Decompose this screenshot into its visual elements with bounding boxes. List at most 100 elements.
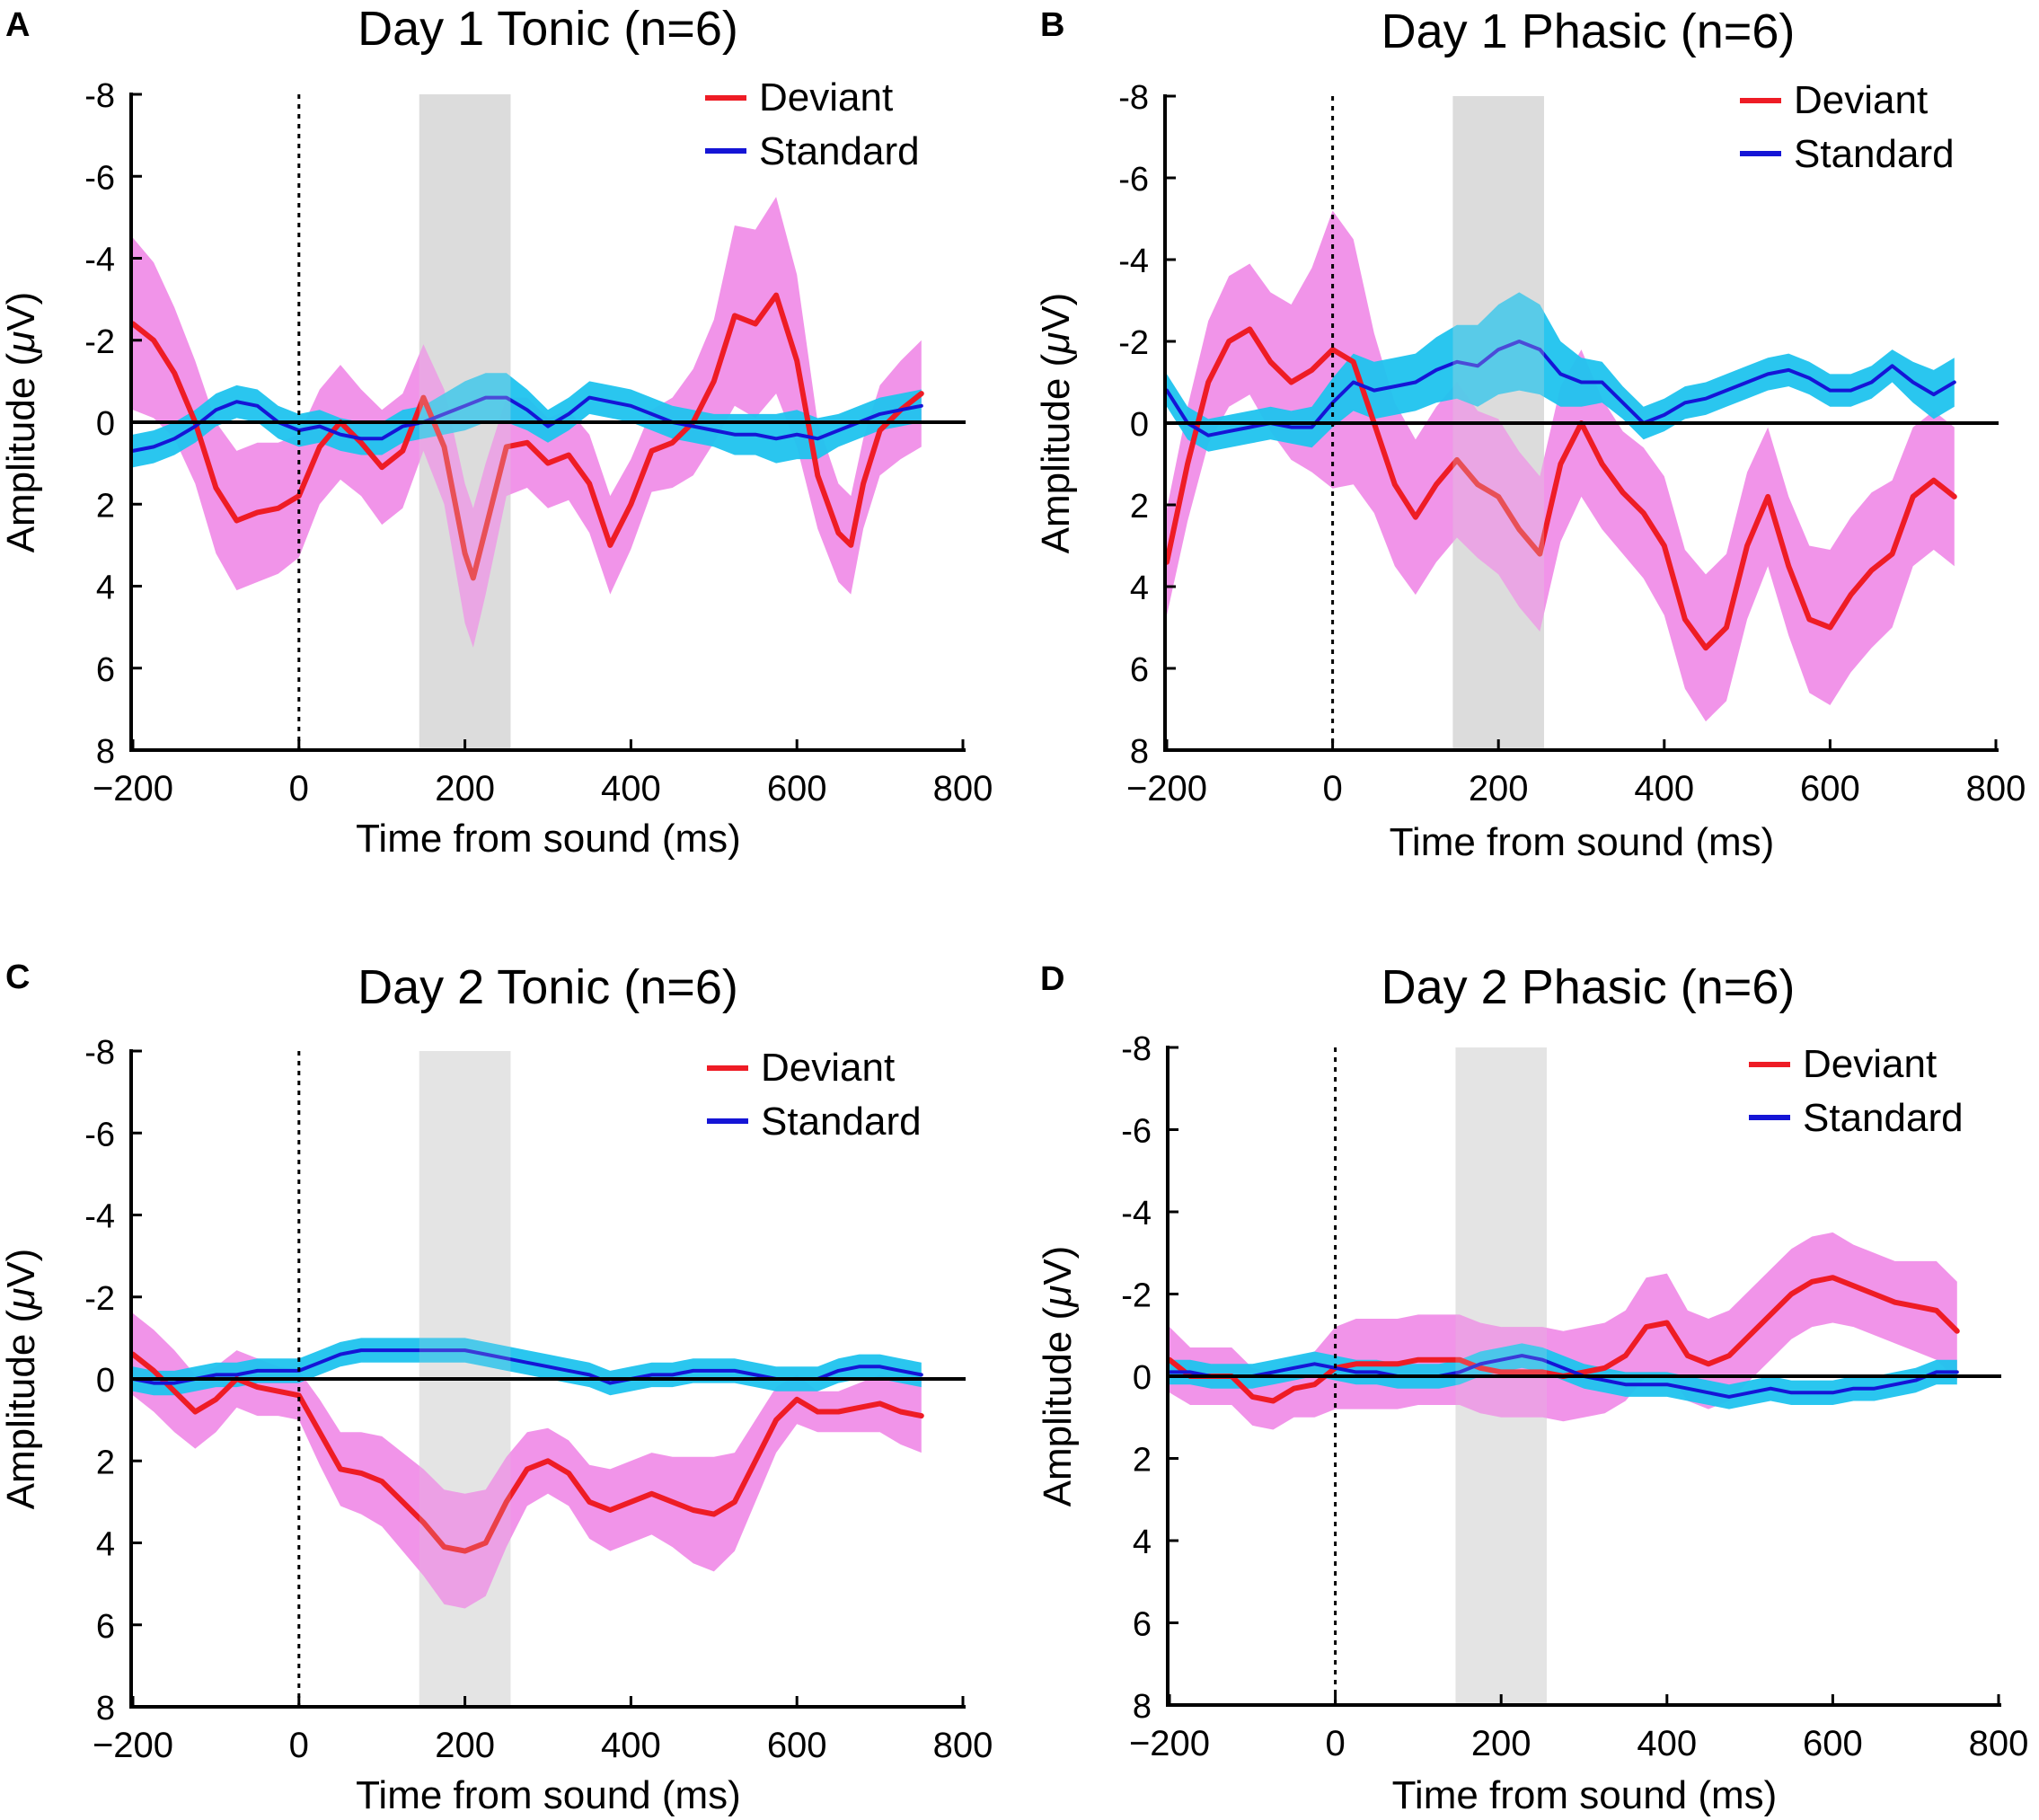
panel-label: D	[1040, 960, 1064, 998]
y-tick-label: 0	[96, 405, 115, 443]
x-tick-label: 600	[767, 1726, 827, 1765]
deviant-line	[130, 1351, 924, 1554]
y-tick-label: -8	[1118, 79, 1149, 117]
y-tick-label: 6	[1133, 1606, 1152, 1644]
y-tick-label: 0	[96, 1362, 115, 1400]
x-tick-label: −200	[1129, 1724, 1210, 1763]
y-tick-label: -8	[84, 1034, 115, 1072]
y-tick-label: 0	[1133, 1359, 1152, 1397]
x-tick-label: 0	[1325, 1724, 1345, 1763]
y-axis-label: Amplitude (μV)	[0, 1249, 43, 1510]
y-tick-label: -2	[84, 1280, 115, 1318]
y-axis-label-suffix: V)	[1036, 1246, 1080, 1285]
x-tick-label: −200	[1126, 769, 1207, 808]
chart-title: Day 1 Tonic (n=6)	[357, 2, 738, 56]
y-tick-label: -4	[84, 1198, 115, 1236]
y-axis-label: Amplitude (μV)	[1036, 1246, 1080, 1507]
panel-d: D Day 2 Phasic (n=6) -8 -6 -4 -2 0 2 4 6 8−200 0 200…	[1036, 960, 2028, 1817]
y-tick-label: -4	[1121, 1195, 1152, 1232]
y-tick-label: -4	[84, 242, 115, 279]
legend-standard-label: Standard	[1803, 1096, 1964, 1140]
y-tick-label: -6	[84, 159, 115, 197]
standard-line	[1168, 1354, 1959, 1399]
legend: Deviant Standard	[707, 1046, 922, 1144]
y-axis-label-prefix: Amplitude (	[0, 352, 43, 552]
y-tick-label: 2	[96, 1444, 115, 1481]
y-axis-label-mu: μ	[1036, 1285, 1080, 1308]
y-axis-label-mu: μ	[0, 1288, 43, 1311]
panel-c: C Day 2 Tonic (n=6) -8 -6 -4 -2 0 2 4 6 8−200 0 200 4…	[0, 959, 993, 1817]
y-axis-label-suffix: V)	[0, 292, 43, 331]
y-tick-label: -6	[84, 1116, 115, 1153]
standard-line	[1165, 340, 1956, 437]
y-tick-label: -8	[1121, 1030, 1152, 1068]
chart-title: Day 2 Tonic (n=6)	[357, 960, 738, 1014]
x-tick-label: 400	[601, 1726, 661, 1765]
x-tick-label: 400	[1637, 1724, 1697, 1763]
x-tick-label: 600	[767, 769, 827, 808]
legend: Deviant Standard	[1749, 1042, 1964, 1140]
y-axis-label: Amplitude (μV)	[1034, 293, 1078, 554]
y-axis-label-mu: μ	[1034, 332, 1078, 355]
y-tick-label: 8	[96, 1690, 115, 1727]
y-tick-label: 2	[1130, 488, 1149, 526]
chart-title: Day 1 Phasic (n=6)	[1381, 4, 1796, 58]
y-tick-label: 0	[1130, 406, 1149, 444]
y-tick-label: 6	[96, 651, 115, 689]
y-tick-label: -4	[1118, 243, 1149, 280]
y-tick-label: 8	[1130, 733, 1149, 771]
y-tick-label: -6	[1121, 1113, 1152, 1151]
deviant-error-band	[133, 1313, 922, 1609]
x-tick-label: 400	[1634, 769, 1694, 808]
panel-label: C	[5, 959, 30, 996]
x-tick-label: 800	[1966, 769, 2026, 808]
y-tick-label: -2	[84, 323, 115, 361]
x-tick-label: −200	[93, 769, 173, 808]
standard-line	[131, 395, 923, 453]
x-tick-label: 800	[933, 1726, 993, 1765]
x-tick-label: 200	[1471, 1724, 1531, 1763]
y-tick-label: 4	[1133, 1524, 1152, 1561]
legend: Deviant Standard	[1740, 78, 1955, 176]
y-tick-label: -2	[1118, 324, 1149, 362]
y-axis-label-suffix: V)	[0, 1249, 43, 1288]
x-tick-label: 200	[435, 1726, 495, 1765]
x-axis-label: Time from sound (ms)	[1392, 1773, 1778, 1817]
x-tick-label: 800	[1969, 1724, 2029, 1763]
x-axis-label: Time from sound (ms)	[356, 1773, 741, 1817]
y-axis-label-prefix: Amplitude (	[0, 1309, 43, 1509]
y-tick-label: -6	[1118, 161, 1149, 199]
y-tick-label: 6	[96, 1608, 115, 1646]
legend-deviant-label: Deviant	[761, 1046, 895, 1090]
panel-label: A	[5, 6, 30, 44]
deviant-line	[130, 292, 924, 581]
y-axis-label-prefix: Amplitude (	[1036, 1306, 1080, 1506]
panel-a: A Day 1 Tonic (n=6) -8 -6 -4 -2 0 2 4 6 8−200 0 200 4…	[0, 2, 993, 861]
y-axis-label-mu: μ	[0, 331, 43, 354]
x-tick-label: 400	[601, 769, 661, 808]
y-tick-label: 4	[96, 570, 115, 607]
legend-deviant-label: Deviant	[1794, 78, 1928, 122]
y-axis-label-suffix: V)	[1034, 293, 1078, 332]
y-tick-label: -2	[1121, 1277, 1152, 1315]
standard-error-band	[133, 1338, 922, 1396]
x-axis-label: Time from sound (ms)	[356, 817, 741, 861]
legend-deviant-label: Deviant	[759, 75, 893, 119]
x-tick-label: 0	[289, 1726, 309, 1765]
x-tick-label: 800	[933, 769, 993, 808]
x-tick-label: 200	[1469, 769, 1529, 808]
y-axis-label-prefix: Amplitude (	[1034, 353, 1078, 553]
legend-standard-label: Standard	[761, 1100, 922, 1144]
panel-label: B	[1040, 6, 1064, 44]
y-axis-label: Amplitude (μV)	[0, 292, 43, 553]
y-tick-label: 6	[1130, 651, 1149, 689]
y-tick-label: 4	[1130, 570, 1149, 607]
y-tick-label: 8	[96, 733, 115, 771]
legend: Deviant Standard	[705, 75, 920, 173]
y-tick-label: 4	[96, 1526, 115, 1564]
y-tick-label: 2	[96, 487, 115, 525]
x-tick-label: 600	[1803, 1724, 1863, 1763]
y-tick-label: 2	[1133, 1442, 1152, 1480]
y-tick-label: 8	[1133, 1688, 1152, 1726]
